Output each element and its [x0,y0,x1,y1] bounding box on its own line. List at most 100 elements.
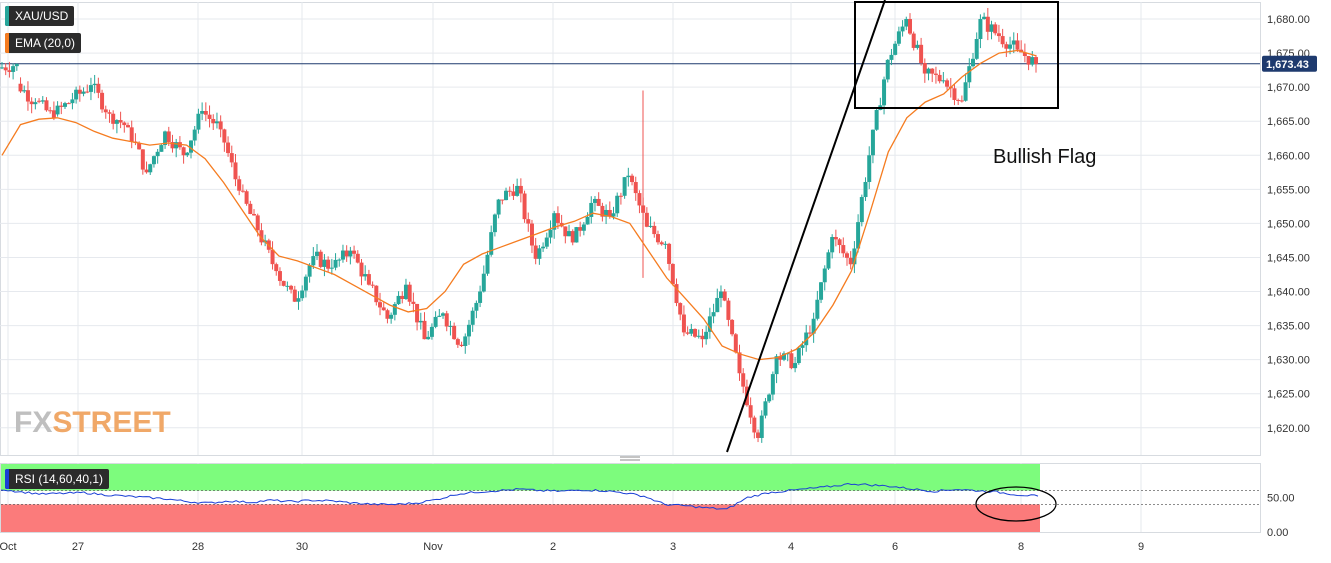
y-tick-label: 1,660.00 [1267,150,1310,162]
current-price-label: 1,673.43 [1266,59,1309,71]
candle-body [648,225,653,227]
candle-body [403,284,408,300]
candle-body [655,234,660,243]
candle-body [7,70,12,72]
instrument-badge[interactable]: XAU/USD [5,6,75,26]
bullish-flag-box [854,1,1059,109]
candle-body [348,250,353,257]
candle-body [455,339,460,345]
candle-body [867,155,872,182]
candle-body [533,245,538,259]
candle-body [463,336,468,347]
candle-body [707,316,712,332]
ema-badge[interactable]: EMA (20,0) [5,33,82,53]
candle-body [496,199,501,215]
candle-body [922,62,927,74]
rsi-color-strip [5,469,9,489]
candle-body [863,181,868,198]
candle-body [492,214,497,233]
candle-body [859,197,864,223]
candle-body [670,263,675,285]
candle-body [592,198,597,203]
candle-body [378,302,383,308]
candle-body [889,54,894,60]
candle-body [88,85,93,92]
candle-body [526,219,531,224]
candle-body [1008,44,1013,49]
candle-body [919,44,924,63]
candle-body [392,304,397,315]
candle-body [274,264,279,272]
candle-body [500,199,505,201]
candle-body [289,285,294,290]
candle-body [974,39,979,59]
rsi-panel-frame [0,463,1261,533]
candle-body [207,114,212,119]
candle-body [711,312,716,317]
x-tick-label: 2 [550,541,556,553]
candle-body [400,295,405,300]
candle-body [226,142,231,154]
candle-body [759,415,764,438]
candle-body [752,417,757,433]
candle-body [466,324,471,337]
grid [0,2,1261,533]
candle-body [937,74,942,82]
candle-body [237,179,242,191]
candle-body [3,67,8,71]
candle-body [548,229,553,238]
candle-body [504,190,509,201]
rsi-badge[interactable]: RSI (14,60,40,1) [5,469,110,489]
candle-body [874,110,879,130]
candle-body [637,193,642,206]
candle-body [59,105,64,107]
candle-body [570,231,575,243]
candle-body [896,31,901,44]
candle-body [537,248,542,259]
candle-body [159,145,164,152]
candle-body [340,250,345,260]
rsi-line [0,482,1039,510]
y-tick-label: 1,625.00 [1267,389,1310,401]
candle-body [166,131,171,143]
candle-body [730,319,735,335]
candle-body [837,239,842,246]
candle-body [474,302,479,311]
candle-body [911,33,916,48]
candle-body [196,113,201,130]
candle-body [359,262,364,277]
candle-body [426,336,431,340]
candle-body [285,285,290,287]
candle-body [281,280,286,286]
candle-body [81,91,86,94]
candle-body [111,113,116,124]
candle-body [40,100,45,102]
candle-body [200,110,205,114]
candle-body [618,195,623,197]
candle-body [644,212,649,227]
ema-line [1,49,1037,361]
ema-label: EMA (20,0) [15,36,76,50]
candle-body [941,80,946,82]
candle-body [70,99,75,104]
candle-body [122,122,127,126]
candle-body [366,274,371,285]
candle-body [259,230,264,243]
candle-body [292,289,297,302]
x-tick-label: Nov [423,541,443,553]
candle-body [726,300,731,320]
candle-body [185,152,190,156]
candle-body [885,59,890,80]
candle-body [244,191,249,204]
candle-body [681,314,686,333]
candle-body [956,99,961,101]
candle-body [322,259,327,267]
candle-body [907,19,912,34]
candle-body [374,285,379,303]
candle-body [841,245,846,254]
candle-body [55,105,60,115]
y-tick-label: 1,645.00 [1267,252,1310,264]
candle-body [715,297,720,313]
ema-color-strip [5,33,9,53]
